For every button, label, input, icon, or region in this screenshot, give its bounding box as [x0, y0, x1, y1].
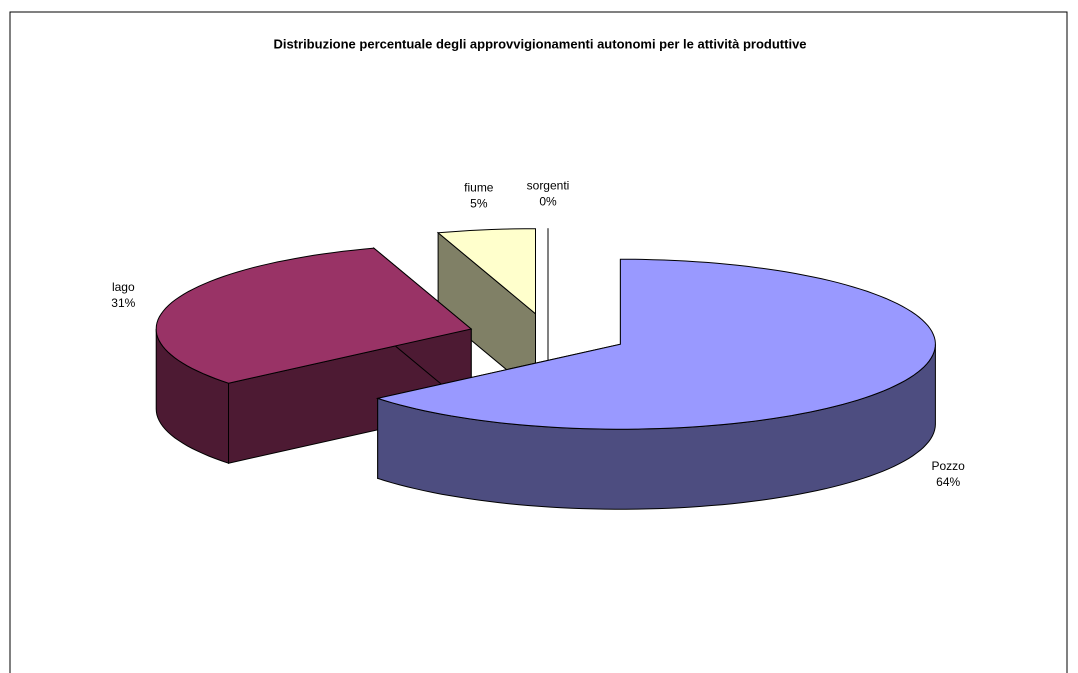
- slice-value-label: 31%: [111, 296, 135, 310]
- slice-top: [375, 258, 936, 430]
- slice-value-label: 64%: [936, 475, 960, 489]
- slice-top: [436, 228, 536, 315]
- slice-label: sorgenti: [527, 179, 570, 193]
- slice-value-label: 5%: [470, 196, 488, 210]
- slice-label: fiume: [464, 180, 494, 194]
- slice-label: lago: [112, 280, 135, 294]
- slice-label: Pozzo: [931, 459, 965, 473]
- slice-top: [155, 247, 473, 384]
- chart-frame: [9, 11, 1068, 673]
- slice: [375, 258, 936, 510]
- slice-value-label: 0%: [539, 195, 557, 209]
- chart-title: Distribuzione percentuale degli approvvi…: [273, 36, 806, 51]
- slice: [155, 247, 473, 464]
